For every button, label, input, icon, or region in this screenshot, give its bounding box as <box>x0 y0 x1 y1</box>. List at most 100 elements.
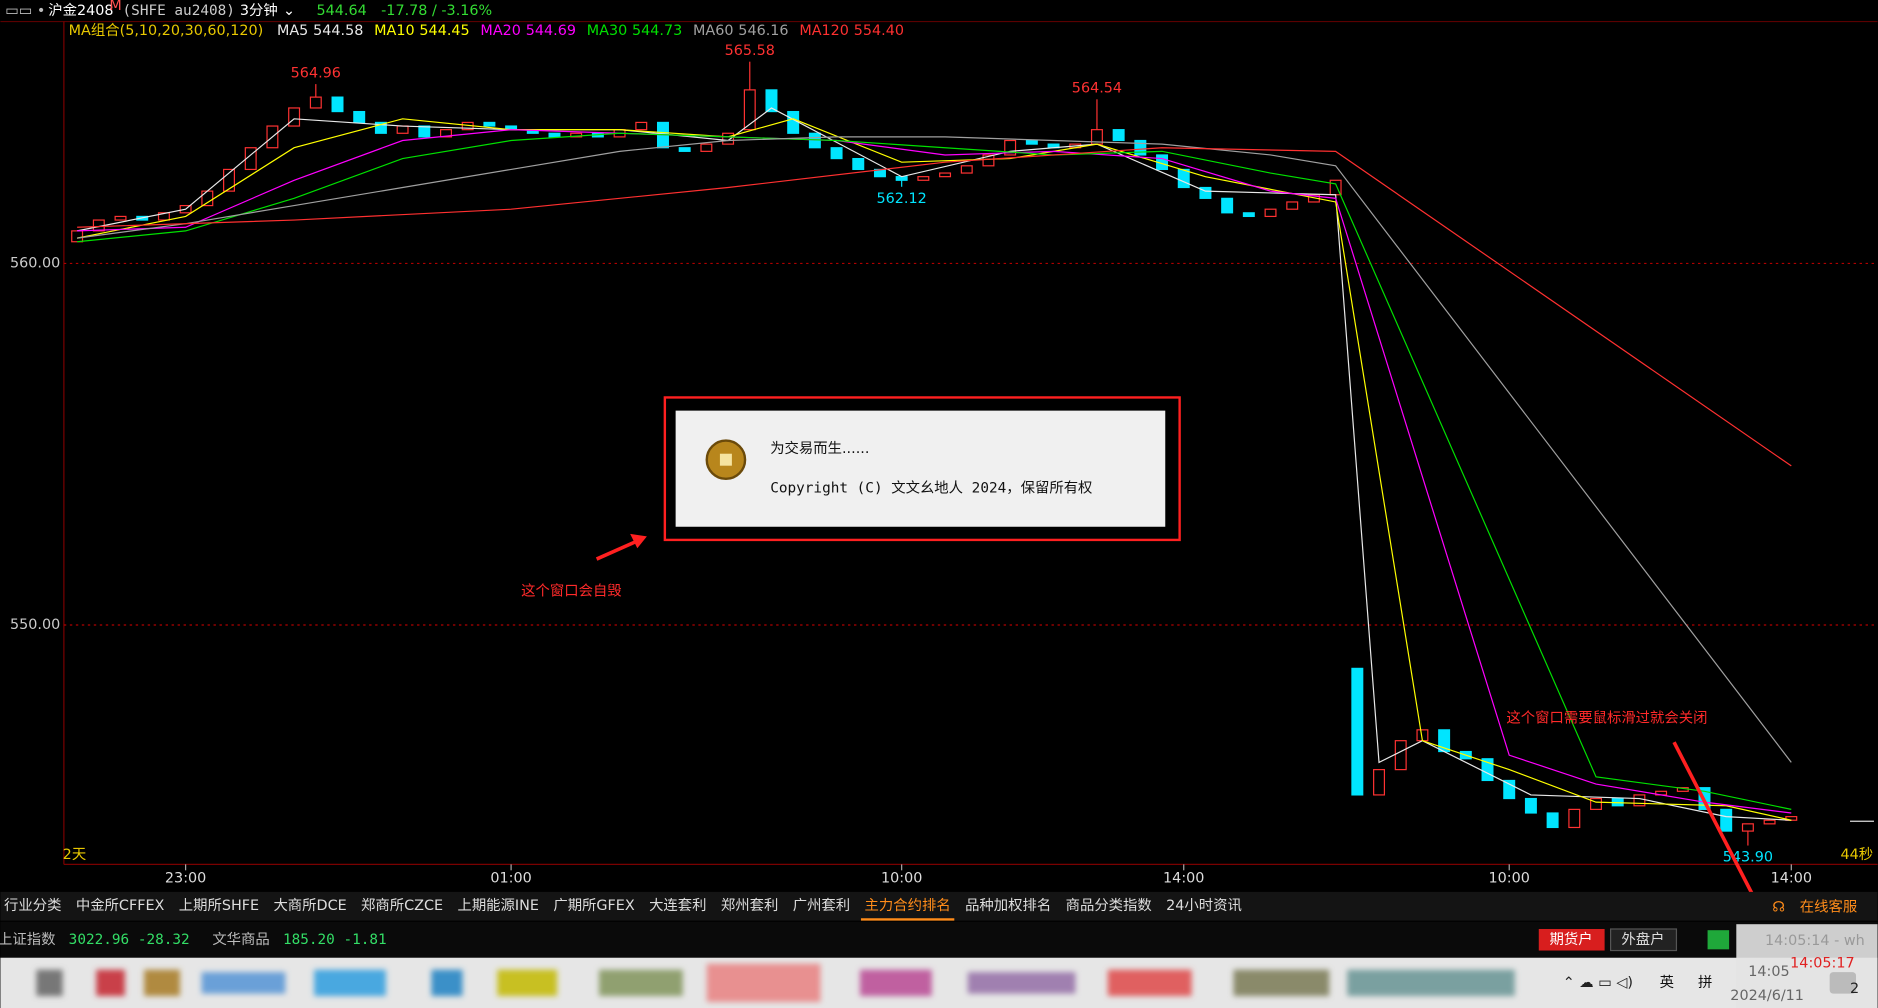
price-label: 564.54 <box>1072 81 1122 97</box>
change: -17.78 / -3.16% <box>381 3 492 19</box>
app-icon <box>497 969 558 997</box>
notify-icon[interactable] <box>1829 972 1857 994</box>
candle-body <box>1481 758 1494 782</box>
symbol-code: (SHFE au2408) <box>123 3 235 19</box>
candle-body <box>1199 186 1212 199</box>
tab[interactable]: 郑商所CZCE <box>361 897 443 914</box>
ime-lang[interactable]: 英 <box>1660 973 1674 991</box>
tab[interactable]: 中金所CFFEX <box>76 897 165 914</box>
candle-body <box>1177 168 1190 189</box>
window-icon: ▭▭ • <box>5 3 45 19</box>
candle-body <box>678 147 691 152</box>
tab[interactable]: 行业分类 <box>4 897 61 914</box>
btn-foreign-label[interactable]: 外盘户 <box>1621 930 1664 948</box>
legend-name[interactable]: MA30 <box>587 23 627 39</box>
candle-body <box>1221 197 1234 214</box>
candle-body <box>353 110 366 124</box>
x-tick-label: 01:00 <box>490 871 531 887</box>
index2-name: 文华商品 <box>212 931 269 948</box>
app-icon <box>1347 969 1515 997</box>
app-icon <box>1107 969 1192 997</box>
candle-body <box>1373 769 1386 796</box>
arrow-2 <box>1672 741 1758 902</box>
candle-body <box>288 107 301 127</box>
tab[interactable]: 广期所GFEX <box>553 897 635 914</box>
highlight-box <box>663 396 1181 542</box>
legend-value: 544.69 <box>526 23 576 39</box>
candle-body <box>1503 779 1516 800</box>
tab[interactable]: 品种加权排名 <box>965 897 1051 914</box>
btn-foreign[interactable] <box>1610 928 1678 952</box>
candle-body <box>1242 212 1255 218</box>
taskbar-icons <box>36 963 1515 1003</box>
app-icon <box>144 969 181 997</box>
candle-body <box>1568 808 1581 829</box>
candle-body <box>570 132 583 138</box>
index2-values: 185.20 -1.81 <box>283 932 387 948</box>
candle-body <box>635 121 648 131</box>
annotation-2: 这个窗口需要鼠标滑过就会关闭 <box>1506 708 1707 726</box>
candle-body <box>722 132 735 145</box>
candle-body <box>1025 139 1038 145</box>
candle-body <box>917 176 930 181</box>
candle-body <box>483 121 496 127</box>
app-icon <box>706 963 821 1003</box>
arrow-1 <box>595 538 641 561</box>
legend-name[interactable]: MA60 <box>693 23 733 39</box>
btn-futures[interactable] <box>1538 928 1605 951</box>
legend-value: 544.73 <box>632 23 682 39</box>
legend-title[interactable]: MA组合(5,10,20,30,60,120) <box>69 22 264 39</box>
candle-body <box>309 96 322 109</box>
clock-tooltip: 14:05:14 - wh <box>1765 933 1865 949</box>
candle-body <box>830 147 843 160</box>
y-tick-label: 550.00 <box>10 617 60 633</box>
app-icon <box>96 969 125 997</box>
candle-body <box>1351 667 1364 796</box>
x-tick-label: 10:00 <box>1489 871 1530 887</box>
legend-name[interactable]: MA120 <box>799 23 849 39</box>
period[interactable]: 3分钟 <box>240 2 278 19</box>
clock-date: 2024/6/11 <box>1730 988 1804 1004</box>
candle-body <box>852 157 865 171</box>
coin-hole <box>719 453 732 466</box>
online-service[interactable]: 在线客服 <box>1800 898 1857 915</box>
ma-line <box>77 147 1792 467</box>
app-icon <box>431 969 463 997</box>
tab[interactable]: 24小时资讯 <box>1166 897 1242 914</box>
splash-dialog <box>675 410 1166 527</box>
app-icon <box>1233 969 1330 997</box>
candle-body <box>418 125 431 138</box>
tab[interactable]: 上期能源INE <box>457 897 539 914</box>
legend-value: 546.16 <box>738 23 788 39</box>
legend-name[interactable]: MA5 <box>277 23 308 39</box>
btn-futures-label[interactable]: 期货户 <box>1550 931 1593 948</box>
legend-name[interactable]: MA10 <box>374 23 414 39</box>
app-icon <box>201 972 286 994</box>
ma-line <box>77 129 1792 814</box>
candle-body <box>114 215 127 221</box>
candle-body <box>787 110 800 134</box>
ma-line <box>77 118 1792 821</box>
tab[interactable]: 广州套利 <box>793 897 850 914</box>
candle-body <box>71 230 84 243</box>
candle-body <box>765 89 778 113</box>
tray-icons[interactable]: ⌃ ☁ ▭ ◁) <box>1563 975 1633 991</box>
legend-name[interactable]: MA20 <box>480 23 520 39</box>
candle-body <box>331 96 344 113</box>
annotation-1: 这个窗口会自毁 <box>521 581 622 599</box>
period-chevron: ⌄ <box>283 3 295 19</box>
ime-mode[interactable]: 拼 <box>1698 974 1712 991</box>
tab[interactable]: 商品分类指数 <box>1066 897 1152 914</box>
candle-body <box>1112 129 1125 142</box>
tab[interactable]: 主力合约排名 <box>865 897 951 914</box>
index1-values: 3022.96 -28.32 <box>69 932 190 948</box>
candle-body <box>548 132 561 138</box>
tab[interactable]: 上期所SHFE <box>179 897 259 914</box>
index1-name: 上证指数 <box>0 931 55 948</box>
tab[interactable]: 大商所DCE <box>273 897 346 914</box>
tab[interactable]: 郑州套利 <box>721 897 778 914</box>
tab[interactable]: 大连套利 <box>649 897 706 914</box>
x-tick-label: 23:00 <box>165 871 206 887</box>
candle-body <box>1590 797 1602 810</box>
